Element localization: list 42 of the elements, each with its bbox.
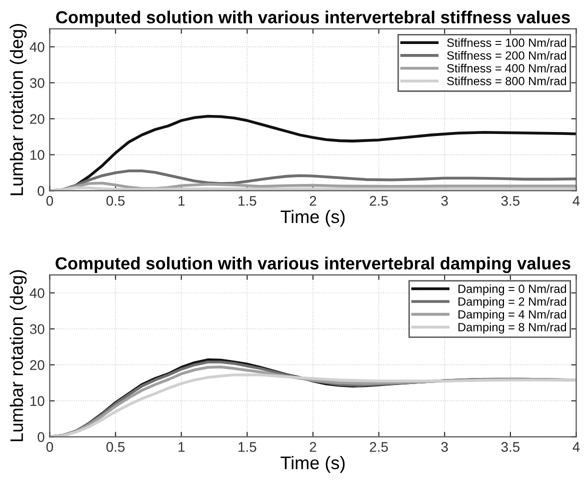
chart-title: Computed solution with various intervertebral stiffness values: [56, 10, 570, 27]
legend-label: Damping = 2 Nm/rad: [458, 297, 566, 308]
x-tick-label: 0: [46, 196, 54, 206]
x-tick-label: 3: [441, 442, 448, 452]
x-tick-label: 1: [178, 196, 185, 206]
legend-label: Damping = 0 Nm/rad: [458, 284, 566, 296]
x-tick-label: 2.5: [370, 196, 388, 206]
y-tick-label: 0: [38, 186, 44, 196]
y-axis-title: Lumbar rotation (deg): [10, 270, 27, 442]
y-tick-label: 40: [30, 42, 44, 52]
y-tick-label: 10: [30, 150, 44, 160]
legend-label: Damping = 8 Nm/rad: [458, 322, 566, 334]
y-tick-label: 20: [30, 114, 44, 124]
x-tick-label: 3.5: [501, 196, 520, 206]
y-axis-title: Lumbar rotation (deg): [10, 24, 27, 196]
x-tick-label: 3.5: [501, 442, 520, 452]
y-tick-label: 0: [38, 432, 44, 442]
x-tick-label: 1: [178, 442, 185, 452]
x-tick-label: 1.5: [238, 196, 256, 206]
y-tick-label: 30: [30, 78, 44, 88]
legend-label: Stiffness = 200 Nm/rad: [447, 51, 566, 60]
x-tick-label: 0: [46, 442, 54, 452]
x-tick-label: 2: [310, 196, 316, 206]
x-axis-title: Time (s): [280, 210, 345, 227]
x-axis-title: Time (s): [280, 456, 345, 473]
y-tick-label: 40: [30, 288, 44, 298]
x-tick-label: 2: [310, 442, 316, 452]
legend-label: Damping = 4 Nm/rad: [458, 310, 566, 321]
y-tick-label: 20: [30, 360, 44, 370]
legend-label: Stiffness = 100 Nm/rad: [447, 38, 566, 47]
x-tick-label: 4: [572, 442, 580, 452]
x-tick-label: 0.5: [106, 442, 125, 452]
y-tick-label: 10: [30, 396, 44, 406]
y-tick-label: 30: [30, 324, 44, 334]
x-tick-label: 3: [441, 196, 448, 206]
x-tick-label: 2.5: [370, 442, 388, 452]
legend-label: Stiffness = 400 Nm/rad: [447, 64, 566, 72]
legend-label: Stiffness = 800 Nm/rad: [447, 76, 566, 86]
x-tick-label: 4: [572, 196, 580, 206]
x-tick-label: 0.5: [106, 196, 125, 206]
chart-title: Computed solution with various intervertebral damping values: [56, 256, 570, 274]
x-tick-label: 1.5: [238, 442, 256, 452]
